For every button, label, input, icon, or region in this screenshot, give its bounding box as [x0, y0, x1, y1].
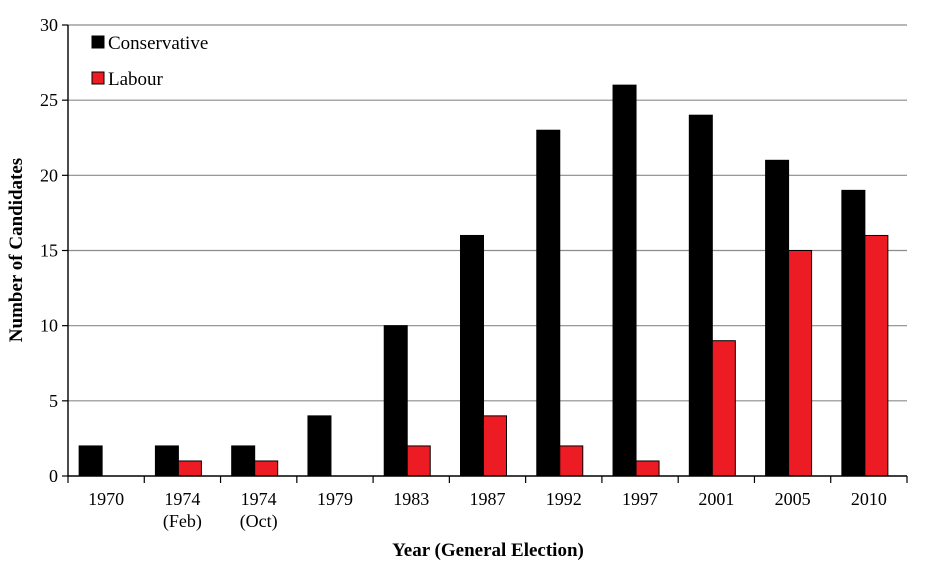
- legend-swatch-conservative: [91, 35, 105, 49]
- bars: [78, 84, 889, 477]
- y-tick-label: 25: [40, 90, 58, 110]
- x-axis-ticks: 1970 1974(Feb)1974(Oct)1979 1983 1987 1992 19…: [67, 476, 908, 532]
- bar-conservative: [78, 445, 103, 477]
- x-tick-label: 1983: [393, 489, 429, 509]
- y-tick-label: 10: [40, 316, 58, 336]
- bar-conservative: [383, 325, 408, 477]
- y-tick-label: 20: [40, 165, 58, 185]
- legend: Conservative Labour: [91, 33, 208, 90]
- axes: [67, 25, 907, 477]
- bar-labour: [483, 415, 507, 477]
- y-tick-label: 30: [40, 15, 58, 35]
- bar-conservative: [841, 189, 866, 477]
- bar-labour: [559, 445, 584, 477]
- bar-labour: [711, 340, 736, 477]
- x-tick-label: (Feb): [163, 511, 202, 532]
- bar-labour: [177, 460, 202, 477]
- x-tick-label: 1987: [470, 489, 506, 509]
- legend-label-labour: Labour: [108, 69, 164, 90]
- legend-label-conservative: Conservative: [108, 33, 208, 54]
- x-tick-label: 1997: [622, 489, 658, 509]
- x-tick-label: 1970: [88, 489, 124, 509]
- bar-conservative: [536, 129, 561, 477]
- bar-labour: [788, 250, 813, 477]
- y-tick-label: 0: [49, 466, 58, 486]
- y-axis-ticks: 0 5 10 15 20 25 30: [40, 15, 68, 486]
- bar-conservative: [231, 445, 256, 477]
- y-tick-label: 5: [49, 391, 58, 411]
- bar-conservative: [307, 415, 332, 477]
- x-tick-label: 1974: [164, 489, 200, 509]
- x-tick-label: 1992: [546, 489, 582, 509]
- x-tick-label: 2010: [851, 489, 887, 509]
- x-tick-label: 1979: [317, 489, 353, 509]
- bar-labour: [635, 460, 660, 477]
- bar-labour: [254, 460, 279, 477]
- bar-labour: [864, 234, 889, 477]
- x-tick-label: (Oct): [240, 511, 278, 532]
- bar-conservative: [688, 114, 713, 477]
- legend-swatch-labour: [91, 71, 105, 85]
- bar-conservative: [612, 84, 637, 477]
- x-tick-label: 2001: [698, 489, 734, 509]
- bar-conservative: [460, 234, 484, 477]
- bar-conservative: [765, 159, 790, 477]
- x-tick-label: 2005: [775, 489, 811, 509]
- y-axis-title: Number of Candidates: [6, 158, 27, 342]
- x-axis-title: Year (General Election): [392, 540, 584, 561]
- bar-conservative: [154, 445, 179, 477]
- y-tick-label: 15: [40, 241, 58, 261]
- bar-labour: [406, 445, 431, 477]
- x-tick-label: 1974: [241, 489, 277, 509]
